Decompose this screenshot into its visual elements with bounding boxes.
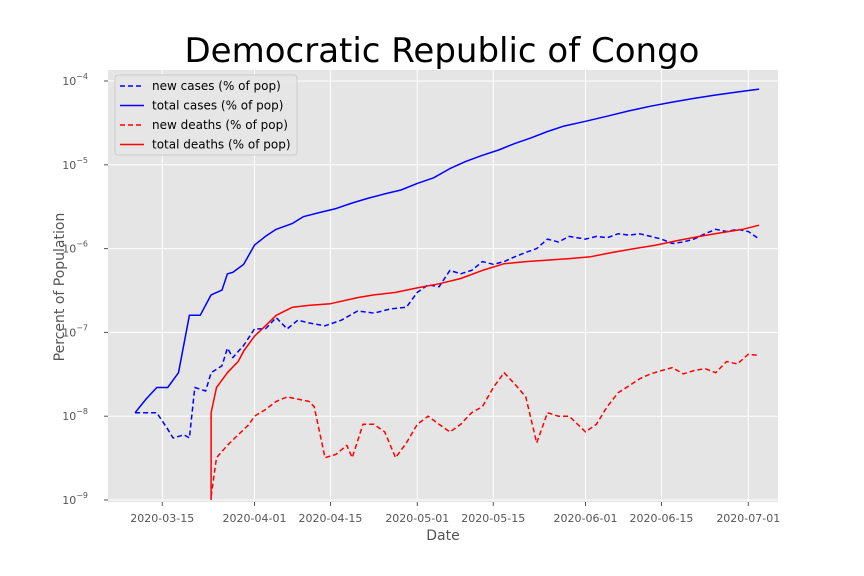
- x-tick-label: 2020-06-15: [630, 512, 694, 525]
- y-axis-title: Percent of Population: [52, 213, 68, 362]
- series-line-total-cases: [134, 88, 760, 414]
- legend-label: new deaths (% of pop): [152, 118, 288, 132]
- x-tick-label: 2020-06-01: [554, 512, 618, 525]
- series-lines: [134, 88, 760, 500]
- y-tick-label: 10−7: [62, 323, 88, 339]
- y-tick-label: 10−8: [62, 407, 88, 423]
- y-tick-exponent: −8: [76, 407, 88, 416]
- legend-label: total deaths (% of pop): [152, 138, 291, 152]
- x-tick-label: 2020-07-01: [716, 512, 780, 525]
- series-line-total-deaths: [210, 224, 760, 500]
- x-tick-label: 2020-05-15: [461, 512, 525, 525]
- y-tick-base: 10: [62, 326, 76, 339]
- y-tick-label: 10−4: [62, 72, 88, 88]
- y-tick-exponent: −9: [76, 491, 88, 500]
- series-line-new-deaths: [210, 353, 760, 497]
- y-tick-exponent: −6: [76, 240, 88, 249]
- y-tick-exponent: −5: [76, 156, 88, 165]
- y-tick-label: 10−6: [62, 240, 88, 256]
- y-tick-label: 10−5: [62, 156, 88, 172]
- legend: new cases (% of pop) total cases (% of po…: [114, 74, 298, 156]
- y-tick-label: 10−9: [62, 491, 88, 507]
- y-tick-base: 10: [62, 494, 76, 507]
- x-tick-label: 2020-04-15: [299, 512, 363, 525]
- x-axis-title: Date: [426, 528, 459, 544]
- y-tick-base: 10: [62, 159, 76, 172]
- y-tick-exponent: −7: [76, 323, 88, 332]
- legend-box: [114, 74, 298, 156]
- x-tick-label: 2020-04-01: [223, 512, 287, 525]
- legend-label: total cases (% of pop): [152, 99, 283, 113]
- series-line-new-cases: [135, 228, 760, 439]
- y-tick-base: 10: [62, 243, 76, 256]
- grid: [108, 70, 778, 502]
- x-tick-label: 2020-05-01: [385, 512, 449, 525]
- y-tick-base: 10: [62, 410, 76, 423]
- legend-label: new cases (% of pop): [152, 79, 281, 93]
- axis-ticks: 2020-03-15 2020-04-01 2020-04-15 2020-05-01…: [62, 72, 780, 525]
- chart-title: Democratic Republic of Congo: [185, 31, 700, 71]
- y-tick-base: 10: [62, 75, 76, 88]
- x-tick-label: 2020-03-15: [130, 512, 194, 525]
- y-tick-exponent: −4: [76, 72, 88, 81]
